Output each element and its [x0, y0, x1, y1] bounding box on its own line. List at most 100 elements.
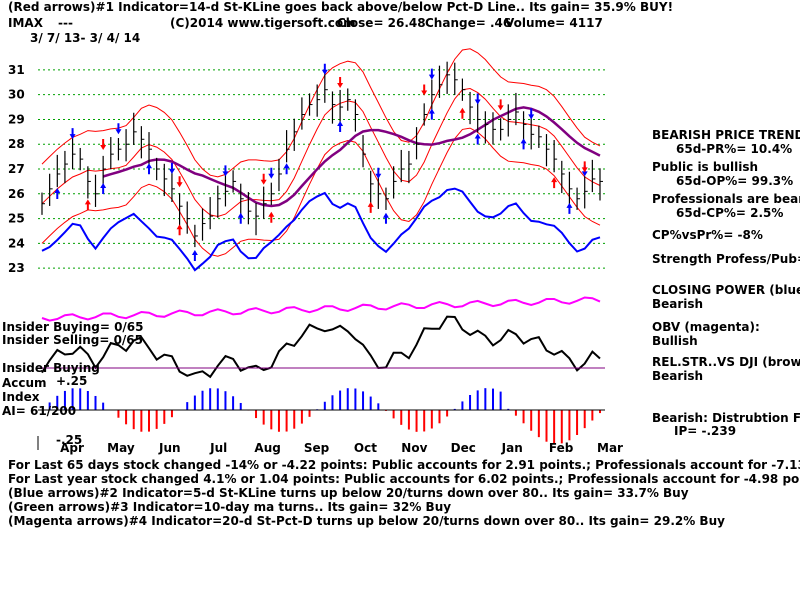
- closing-power-series: [41, 187, 601, 272]
- blue-down-arrow: [268, 167, 275, 179]
- red-up-arrow: [551, 177, 558, 189]
- blue-up-arrow: [100, 183, 107, 195]
- public-title: Public is bullish: [652, 160, 759, 174]
- x-tick-label: Sep: [304, 441, 330, 455]
- blue-down-arrow: [428, 68, 435, 80]
- blue-up-arrow: [337, 121, 344, 133]
- closing-power-line: [41, 187, 601, 272]
- lower-indicator-series: [41, 315, 601, 379]
- red-down-arrow: [176, 176, 183, 188]
- signal-arrows: [54, 63, 588, 261]
- accum-minus-tick: -.25: [56, 433, 83, 447]
- pr-value: 65d-PR%= 10.4%: [676, 142, 793, 156]
- blue-up-arrow: [474, 133, 481, 145]
- x-tick-label: May: [107, 441, 135, 455]
- x-tick-label: Jul: [209, 441, 227, 455]
- ai-value: AI= 61/200: [2, 404, 77, 418]
- red-up-arrow: [268, 211, 275, 223]
- obv-line: [41, 296, 601, 322]
- insider-selling-count: Insider Selling= 0/65: [2, 333, 144, 347]
- cp-value: 65d-CP%= 2.5%: [676, 206, 784, 220]
- obv-series: [41, 296, 601, 322]
- accum-plus-tick: +.25: [56, 374, 88, 388]
- y-tick-label: 28: [8, 137, 25, 151]
- closing-power-value: Bearish: [652, 297, 704, 311]
- obv-label: OBV (magenta):: [652, 320, 760, 334]
- change-value: Change= .46: [425, 16, 512, 30]
- price-bars: [41, 61, 603, 248]
- x-axis-labels: Apr May Jun Jul Aug Sep Oct Nov Dec Jan Feb Mar: [37, 436, 623, 455]
- y-axis-labels: 23 24 25 26 27 28 29 30 31: [8, 63, 25, 275]
- lower-band: [41, 127, 601, 257]
- y-tick-label: 30: [8, 88, 25, 102]
- footer-line2: For Last year stock changed 4.1% or 1.04…: [8, 472, 800, 486]
- insider-buying-count: Insider Buying= 0/65: [2, 320, 144, 334]
- accum-index-label: Accum Index: [2, 376, 47, 404]
- footer-line3: (Blue arrows)#2 Indicator=5-d St-KLine t…: [8, 486, 689, 500]
- blue-down-arrow: [474, 93, 481, 105]
- blue-up-arrow: [520, 138, 527, 150]
- accum-histogram: [38, 388, 605, 444]
- red-down-arrow: [581, 161, 588, 173]
- blue-up-arrow: [54, 187, 61, 199]
- x-tick-label: Feb: [549, 441, 574, 455]
- blue-down-arrow: [528, 108, 535, 120]
- upper-band: [41, 48, 601, 178]
- relative-strength-line: [102, 106, 601, 208]
- relstr-value: Bearish: [652, 369, 704, 383]
- footer-line1: For Last 65 days stock changed -14% or -…: [8, 458, 800, 472]
- footer-line4: (Green arrows)#3 Indicator=10-day ma tur…: [8, 500, 452, 514]
- y-tick-label: 24: [8, 236, 25, 250]
- blue-up-arrow: [428, 108, 435, 120]
- y-tick-label: 29: [8, 112, 25, 126]
- blue-down-arrow: [168, 162, 175, 174]
- relstr-label: REL.STR..VS DJI (brown):: [652, 355, 800, 369]
- blue-down-arrow: [222, 165, 229, 177]
- op-value: 65d-OP%= 99.3%: [676, 174, 794, 188]
- blue-up-arrow: [283, 163, 290, 175]
- ticker-label: IMAX: [8, 16, 43, 30]
- blue-up-arrow: [237, 212, 244, 224]
- volume-value: Volume= 4117: [505, 16, 603, 30]
- x-tick-label: Oct: [354, 441, 377, 455]
- obv-value: Bullish: [652, 334, 698, 348]
- moving-average-lines: [41, 87, 601, 218]
- date-range: 3/ 7/ 13- 3/ 4/ 14: [30, 31, 141, 45]
- blue-up-arrow: [191, 249, 198, 261]
- insider-buying-label: Insider Buying: [2, 361, 100, 375]
- cpvspr-value: CP%vsPr%= -8%: [652, 228, 763, 242]
- prof-title: Professionals are bearish: [652, 192, 800, 206]
- bollinger-bands: [41, 48, 601, 257]
- distribution-label: Bearish: Distrubtion Falling: [652, 411, 800, 425]
- x-tick-label: Nov: [401, 441, 427, 455]
- red-up-arrow: [459, 107, 466, 119]
- blue-down-arrow: [115, 123, 122, 135]
- trend-title: BEARISH PRICE TREND: [652, 128, 800, 142]
- x-tick-label: Aug: [254, 441, 280, 455]
- red-down-arrow: [421, 84, 428, 96]
- y-tick-label: 26: [8, 187, 25, 201]
- chart-grid: [38, 69, 605, 269]
- close-value: Close= 26.48: [337, 16, 426, 30]
- copyright: (C)2014 www.tigersoft.com: [170, 16, 356, 30]
- red-up-arrow: [84, 199, 91, 211]
- ip-value: IP= -.239: [674, 424, 737, 438]
- x-tick-label: Mar: [597, 441, 623, 455]
- short-ma: [41, 87, 601, 218]
- lower-indicator-panel: [38, 315, 605, 379]
- footer-line5: (Magenta arrows)#4 Indicator=20-d St-Pct…: [8, 514, 725, 528]
- blue-up-arrow: [566, 202, 573, 214]
- header-line1: (Red arrows)#1 Indicator=14-d St-KLine g…: [8, 0, 674, 14]
- red-down-arrow: [100, 139, 107, 151]
- ticker-dashes: ---: [58, 16, 73, 30]
- red-up-arrow: [367, 201, 374, 213]
- y-tick-label: 25: [8, 212, 25, 226]
- x-tick-label: Apr: [60, 441, 84, 455]
- strength-value: Strength Profess/Pub= 2.5: [652, 252, 800, 266]
- red-down-arrow: [260, 173, 267, 185]
- x-tick-label: Jan: [501, 441, 523, 455]
- blue-down-arrow: [375, 167, 382, 179]
- y-tick-label: 27: [8, 162, 25, 176]
